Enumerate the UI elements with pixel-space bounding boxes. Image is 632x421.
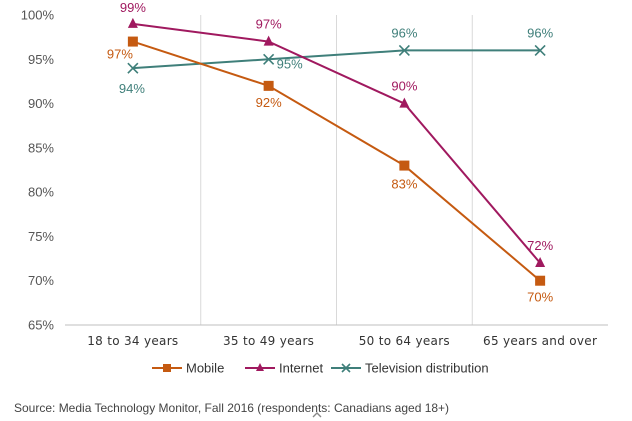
data-point-x (534, 44, 546, 56)
data-point-triangle (535, 257, 546, 267)
y-tick-label: 90% (28, 96, 54, 111)
legend-label: Internet (279, 361, 323, 376)
x-tick-label: 65 years and over (483, 334, 597, 348)
data-point-square (163, 364, 171, 372)
legend-item-internet: Internet (245, 361, 323, 376)
y-tick-label: 95% (28, 52, 54, 67)
data-label: 95% (277, 56, 303, 71)
data-point-square (535, 275, 546, 286)
data-point-x (127, 62, 139, 74)
chevron-up-icon[interactable] (312, 410, 322, 420)
legend-item-mobile: Mobile (152, 361, 224, 376)
series-mobile: 97% 92% 83% 70% (107, 36, 554, 305)
y-tick-label: 80% (28, 185, 54, 200)
series-group: 94% 95% 96% 96% 97% 92% 83% 70% 99% 97% 90% 72% (107, 0, 554, 305)
series-line (132, 22, 541, 264)
x-axis: 18 to 34 years 35 to 49 years 50 to 64 yea… (87, 334, 597, 348)
data-label: 70% (527, 290, 553, 305)
data-point-triangle (127, 17, 138, 28)
data-point-x (263, 53, 275, 65)
legend-label: Mobile (186, 361, 224, 376)
data-label: 94% (119, 81, 145, 96)
y-axis: 65% 70% 75% 80% 85% 90% 95% 100% (21, 8, 55, 333)
legend: Mobile Internet Television distribution (152, 361, 489, 376)
legend-item-television-distribution: Television distribution (331, 361, 489, 376)
data-label: 96% (391, 25, 417, 40)
series-line (132, 40, 541, 282)
data-point-x (341, 363, 351, 373)
y-tick-label: 85% (28, 140, 54, 155)
data-point-x (398, 44, 410, 56)
data-point-triangle (256, 363, 264, 371)
grid-lines (65, 15, 608, 326)
data-point-square (127, 36, 138, 47)
data-label: 92% (256, 95, 282, 110)
series-internet: 99% 97% 90% 72% (120, 0, 554, 267)
data-label: 90% (391, 79, 417, 94)
y-tick-label: 70% (28, 273, 54, 288)
x-tick-label: 35 to 49 years (223, 334, 314, 348)
data-label: 97% (256, 17, 282, 32)
legend-label: Television distribution (365, 361, 489, 376)
data-label: 83% (391, 177, 417, 192)
y-tick-label: 65% (28, 318, 54, 333)
data-point-triangle (399, 97, 410, 108)
data-label: 96% (527, 25, 553, 40)
data-label: 72% (527, 238, 553, 253)
y-tick-label: 75% (28, 229, 54, 244)
data-label: 97% (107, 47, 133, 62)
x-tick-label: 18 to 34 years (87, 334, 178, 348)
source-note: Source: Media Technology Monitor, Fall 2… (14, 401, 450, 415)
data-label: 99% (120, 0, 146, 15)
data-point-square (399, 160, 410, 171)
data-point-square (263, 80, 274, 91)
y-tick-label: 100% (21, 8, 55, 23)
data-point-triangle (263, 35, 274, 46)
x-tick-label: 50 to 64 years (359, 334, 450, 348)
